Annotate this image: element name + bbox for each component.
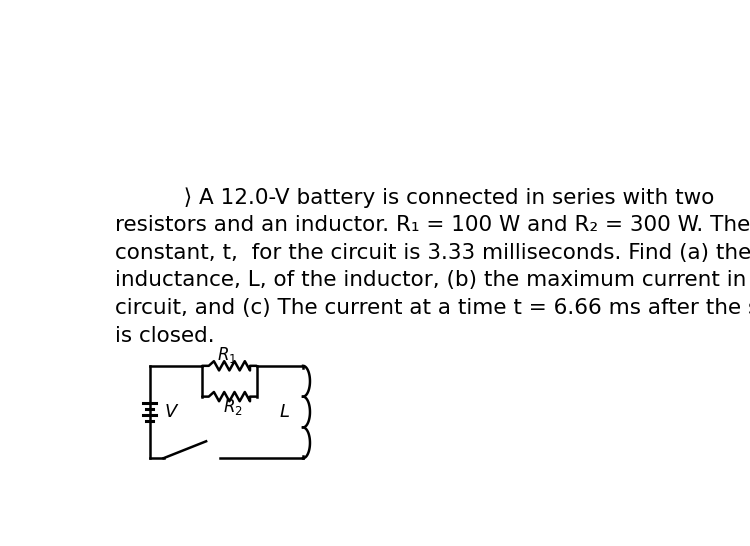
Text: ⟩ A 12.0-V battery is connected in series with two: ⟩ A 12.0-V battery is connected in serie… xyxy=(116,187,715,208)
Text: L: L xyxy=(279,403,289,421)
Text: constant, t,  for the circuit is 3.33 milliseconds. Find (a) the: constant, t, for the circuit is 3.33 mil… xyxy=(116,242,750,263)
Text: resistors and an inductor. R₁ = 100 W and R₂ = 300 W. The time: resistors and an inductor. R₁ = 100 W an… xyxy=(116,215,750,235)
Text: inductance, L, of the inductor, (b) the maximum current in the: inductance, L, of the inductor, (b) the … xyxy=(116,270,750,290)
Text: V: V xyxy=(165,403,178,421)
Text: circuit, and (c) The current at a time t = 6.66 ms after the switch: circuit, and (c) The current at a time t… xyxy=(116,298,750,318)
Text: is closed.: is closed. xyxy=(116,326,215,346)
Text: $R_2$: $R_2$ xyxy=(224,397,243,417)
Text: $R_1$: $R_1$ xyxy=(217,345,237,365)
